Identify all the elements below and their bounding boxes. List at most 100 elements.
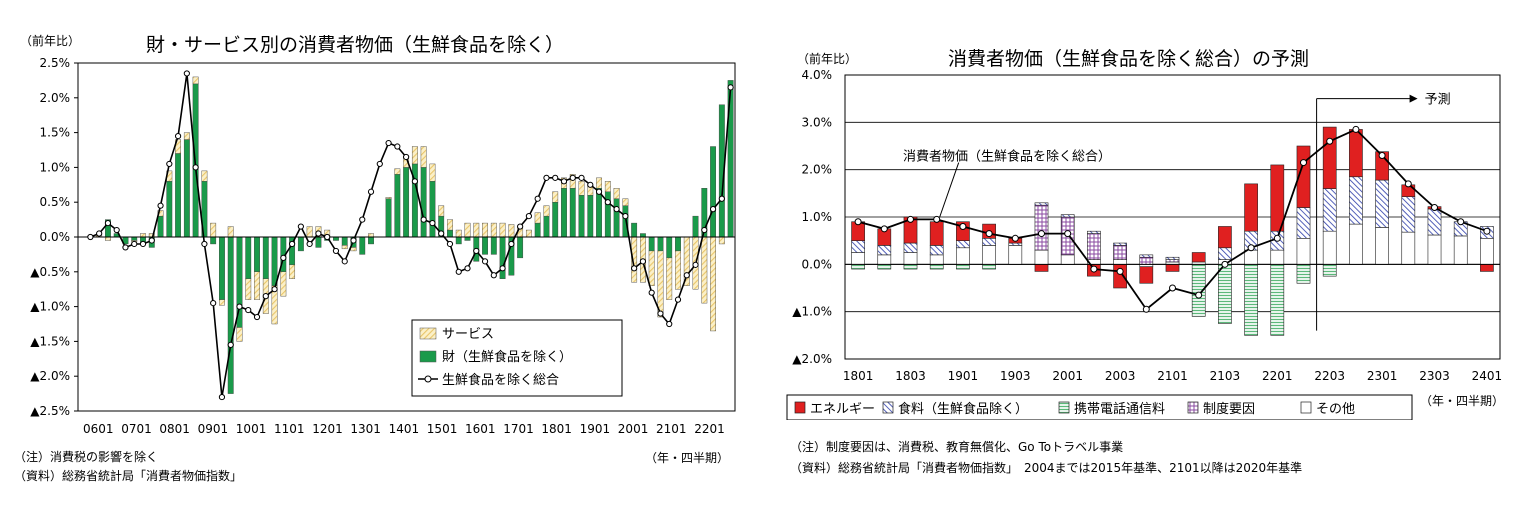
food-bar: [1165, 256, 1180, 260]
total-marker: [1483, 227, 1491, 235]
total-marker: [341, 258, 348, 265]
goods-bar: [578, 195, 585, 238]
x-tick-label: 2401: [1472, 369, 1503, 383]
legend-mobile-label: 携帯電話通信料: [1074, 401, 1165, 417]
y-tick-label: ▲1.5%: [30, 334, 70, 348]
legend-food-label: 食料（生鮮食品除く）: [898, 401, 1028, 417]
policy-bar: [1139, 256, 1154, 265]
total-marker: [1090, 265, 1098, 273]
total-marker: [464, 265, 471, 272]
y-tick-label: ▲2.0%: [30, 369, 70, 383]
x-tick-label: 2001: [1052, 369, 1083, 383]
services-bar: [219, 299, 225, 306]
services-bar: [482, 222, 488, 238]
total-marker: [517, 223, 524, 230]
mobile-bar: [982, 264, 996, 270]
food-bar: [1087, 230, 1101, 234]
services-bar: [710, 236, 716, 332]
total-marker: [1195, 291, 1203, 299]
services-bar: [394, 168, 401, 175]
services-bar: [525, 229, 532, 238]
goods-bar: [639, 233, 646, 238]
services-bar: [596, 177, 602, 189]
other-bar: [1453, 235, 1468, 265]
total-marker: [499, 265, 506, 272]
y-tick-label: ▲2.0%: [792, 352, 832, 366]
energy-bar: [929, 221, 944, 246]
services-bar: [280, 271, 287, 297]
x-tick-label: 2303: [1419, 369, 1450, 383]
total-marker: [674, 296, 682, 303]
food-bar: [1322, 188, 1337, 232]
services-bar: [254, 271, 260, 300]
legend-other-label: その他: [1316, 402, 1355, 417]
x-tick-label: 1803: [895, 369, 926, 383]
total-marker: [560, 178, 568, 185]
mobile-bar: [851, 264, 865, 270]
total-marker: [666, 320, 673, 328]
goods-bar: [692, 215, 699, 238]
services-bar: [718, 236, 725, 245]
right-chart-title: 消費者物価（生鮮食品を除く総合）の予測: [948, 48, 1310, 70]
energy-bar: [1113, 264, 1127, 289]
goods-bar: [499, 236, 506, 279]
goods-bar: [183, 139, 190, 238]
food-bar: [1401, 196, 1416, 233]
total-marker: [534, 195, 541, 202]
total-marker: [1300, 159, 1307, 167]
food-bar: [1349, 176, 1363, 225]
energy-bar: [1034, 264, 1049, 272]
services-bar: [350, 247, 357, 252]
services-bar: [666, 257, 673, 300]
total-marker: [148, 237, 155, 244]
total-marker: [639, 258, 647, 265]
total-marker: [473, 247, 480, 255]
goods-bar: [166, 181, 173, 238]
legend-services-label: サービス: [442, 327, 494, 342]
total-marker: [1404, 180, 1412, 188]
policy-bar: [1034, 204, 1049, 251]
x-tick-label: 2203: [1314, 369, 1345, 383]
mobile-bar: [929, 264, 944, 270]
total-marker: [648, 289, 655, 296]
energy-bar: [1218, 226, 1232, 249]
food-bar: [1218, 247, 1232, 260]
total-marker: [880, 225, 888, 233]
x-tick-label: 1301: [350, 422, 381, 436]
services-bar: [604, 181, 611, 192]
total-marker: [280, 254, 287, 261]
food-bar: [1296, 207, 1311, 239]
x-tick-label: 2103: [1210, 369, 1241, 383]
total-marker: [692, 261, 699, 268]
total-marker: [455, 268, 462, 275]
total-marker: [420, 216, 427, 223]
other-bar: [1244, 249, 1258, 265]
legend-energy-swatch: [794, 401, 806, 414]
total-marker: [985, 230, 993, 238]
total-marker: [718, 195, 725, 202]
total-marker: [306, 240, 313, 248]
goods-bar: [227, 236, 234, 394]
x-tick-label: 1903: [1000, 369, 1031, 383]
total-marker: [297, 223, 304, 230]
total-marker: [1352, 125, 1360, 133]
y-tick-label: 2.0%: [40, 91, 71, 105]
services-bar: [368, 233, 374, 238]
x-tick-label: 2003: [1105, 369, 1136, 383]
total-marker: [332, 247, 340, 255]
goods-bar: [455, 236, 462, 245]
x-tick-label: 0801: [159, 422, 190, 436]
other-bar: [1427, 234, 1442, 265]
mobile-bar: [877, 264, 892, 270]
right-chart: 4.0% 3.0% 2.0% 1.0% 0.0% ▲1.0% ▲2.0% 1801 1803 19…: [786, 68, 1503, 420]
other-bar: [877, 254, 892, 265]
forecast-label: 予測: [1425, 93, 1451, 108]
services-bar: [140, 233, 146, 238]
x-tick-label: 1501: [427, 422, 458, 436]
food-bar: [877, 245, 892, 256]
goods-bar: [490, 236, 497, 255]
goods-bar: [464, 236, 471, 241]
goods-bar: [271, 236, 278, 286]
total-marker: [394, 143, 401, 150]
x-tick-label: 1901: [948, 369, 979, 383]
